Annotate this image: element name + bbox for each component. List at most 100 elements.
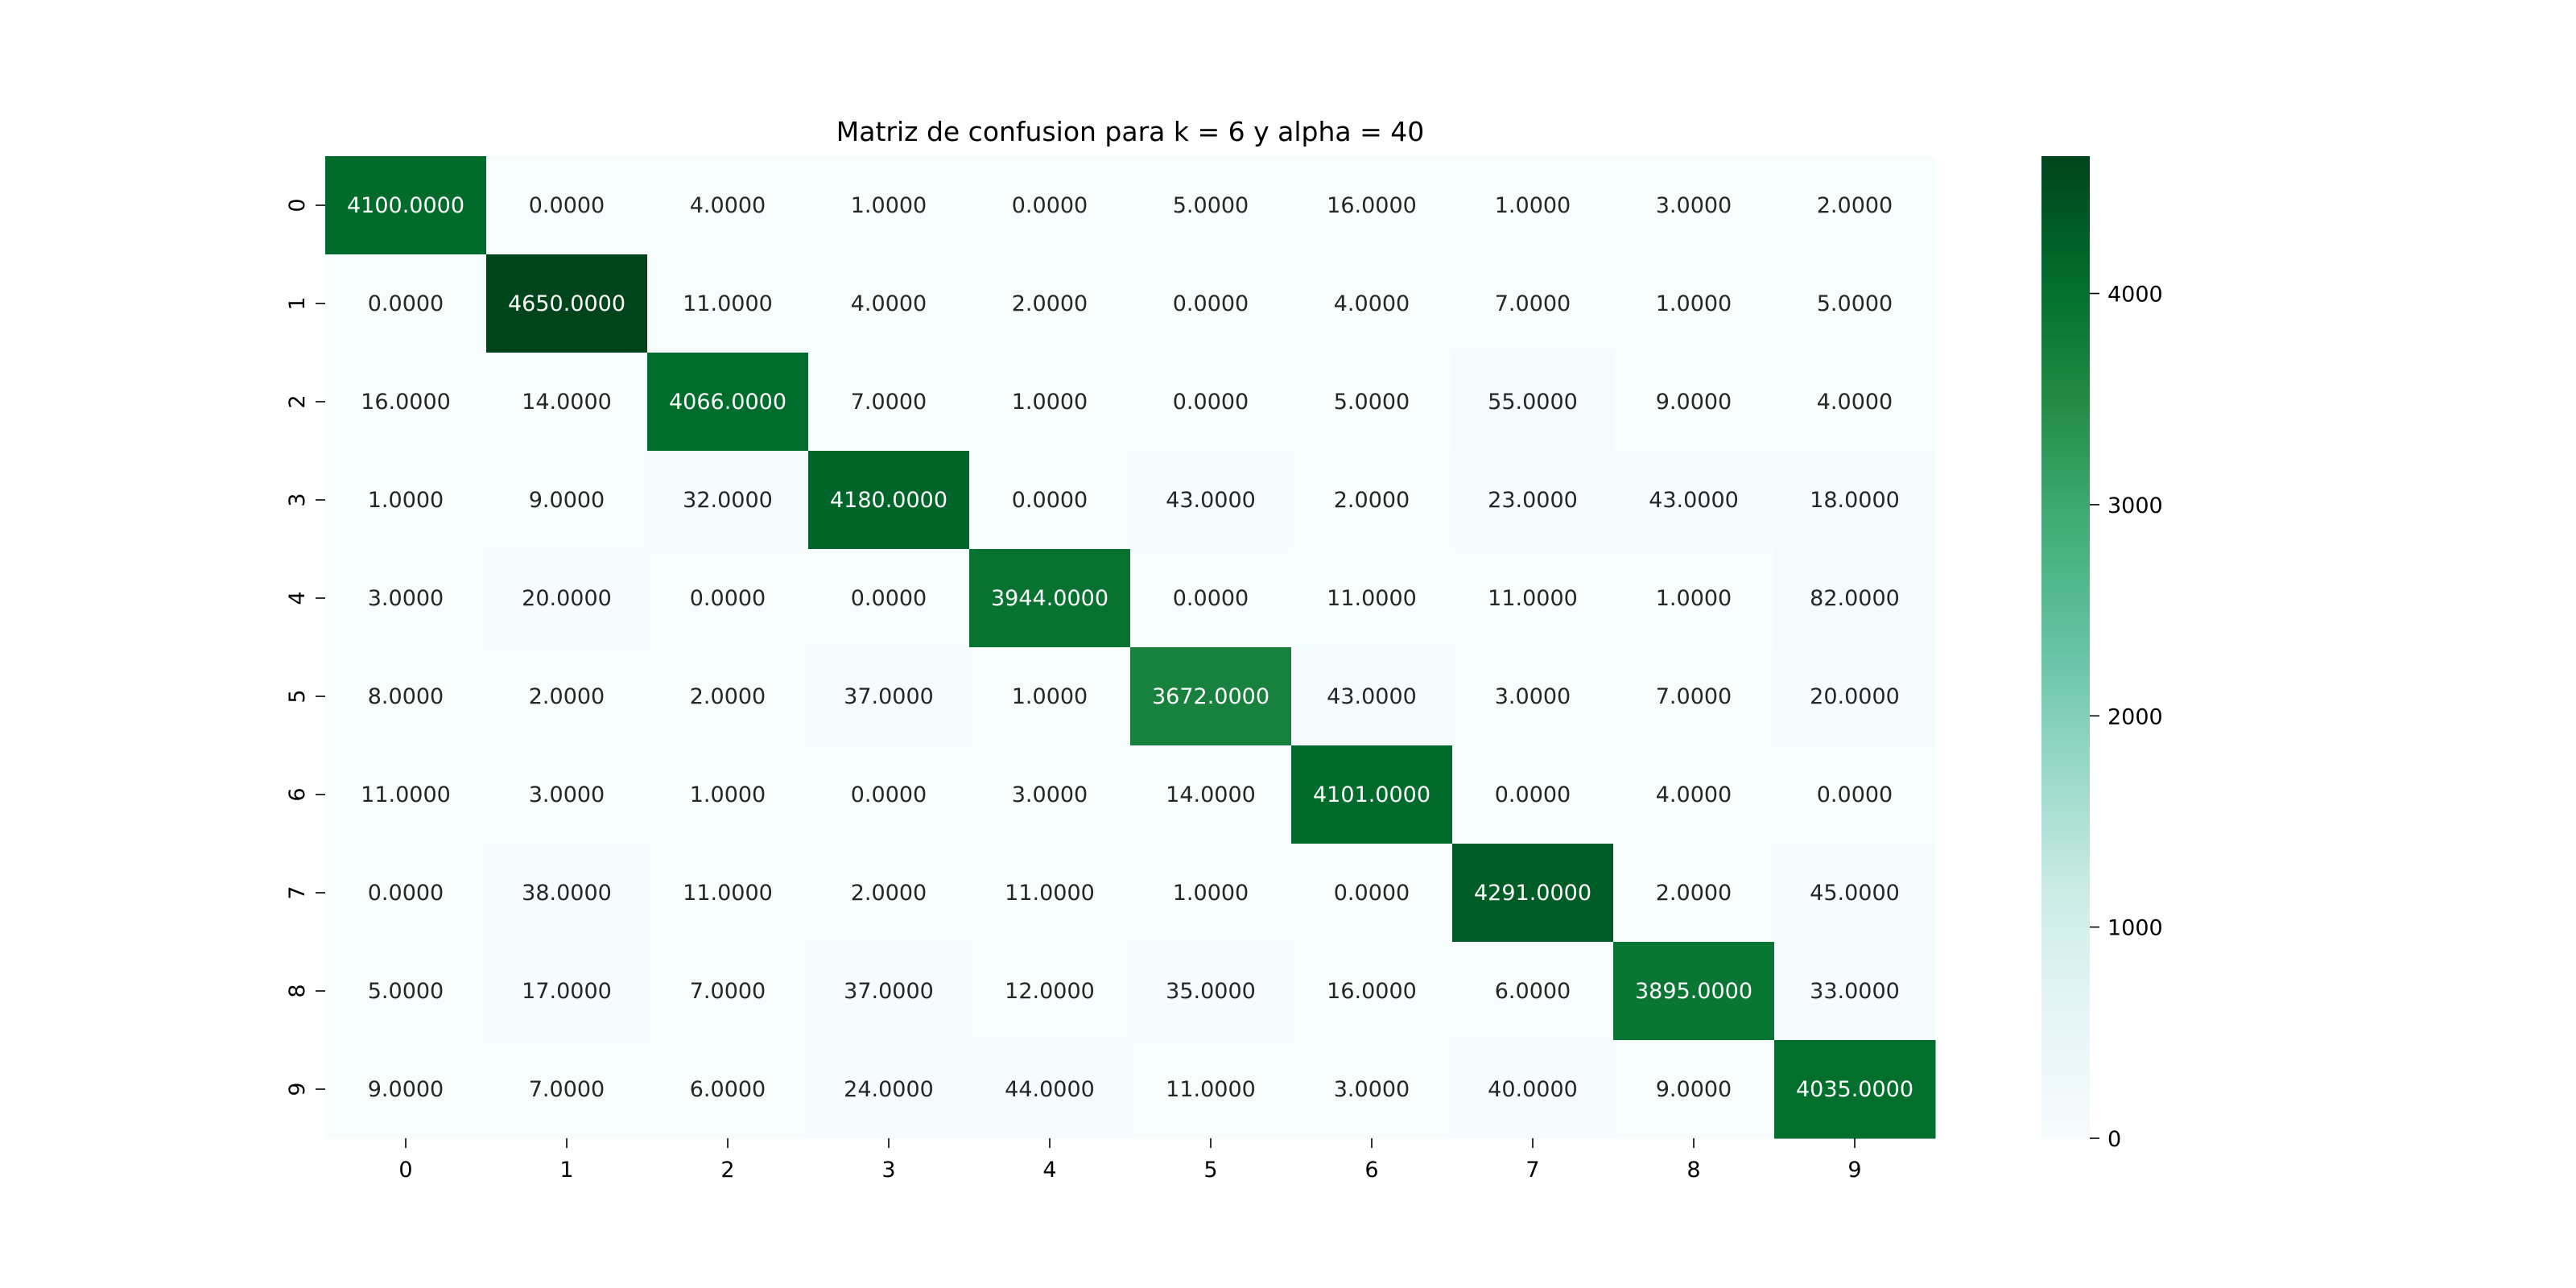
cell-label-r4-c6: 11.0000 <box>1327 586 1417 611</box>
cell-label-r7-c9: 45.0000 <box>1810 881 1900 906</box>
heatmap-cell-r4-c6 <box>1291 549 1453 648</box>
cell-label-r6-c2: 1.0000 <box>690 782 766 807</box>
heatmap-cell-r8-c6 <box>1291 942 1453 1041</box>
x-tick-label-5: 5 <box>1203 1158 1217 1183</box>
heatmap-cell-r5-c7 <box>1452 647 1614 746</box>
cell-label-r6-c1: 3.0000 <box>529 782 605 807</box>
heatmap-cell-r4-c1 <box>486 549 648 648</box>
heatmap-cell-r2-c1 <box>486 353 648 452</box>
cell-label-r8-c7: 6.0000 <box>1495 979 1571 1004</box>
cell-label-r9-c8: 9.0000 <box>1656 1077 1732 1102</box>
cell-label-r3-c6: 2.0000 <box>1334 488 1410 513</box>
cell-label-r3-c2: 32.0000 <box>683 488 773 513</box>
cell-label-r0-c2: 4.0000 <box>690 193 766 218</box>
cell-label-r1-c3: 4.0000 <box>851 291 927 316</box>
heatmap-cell-r1-c3 <box>808 254 970 353</box>
heatmap-cell-r6-c2 <box>647 745 809 844</box>
colorbar-tick-label-0: 0 <box>2107 1127 2121 1152</box>
cell-label-r7-c7: 4291.0000 <box>1474 881 1591 906</box>
heatmap-cell-r8-c9 <box>1774 942 1936 1041</box>
cell-label-r7-c2: 11.0000 <box>683 881 773 906</box>
heatmap-cell-r5-c8 <box>1613 647 1775 746</box>
heatmap-cell-r2-c3 <box>808 353 970 452</box>
colorbar: 0 1000 2000 3000 4000 <box>2041 156 2163 1152</box>
heatmap-cell-r6-c9 <box>1774 745 1936 844</box>
y-tick-label-8: 8 <box>285 984 310 997</box>
cell-label-r7-c6: 0.0000 <box>1334 881 1410 906</box>
heatmap-cell-r0-c7 <box>1452 156 1614 255</box>
cell-label-r3-c8: 43.0000 <box>1649 488 1739 513</box>
heatmap-cell-r5-c5 <box>1130 647 1292 746</box>
heatmap-cell-r6-c7 <box>1452 745 1614 844</box>
y-tick-label-7: 7 <box>285 886 310 899</box>
cell-label-r4-c4: 3944.0000 <box>991 586 1108 611</box>
heatmap-cell-r4-c2 <box>647 549 809 648</box>
heatmap-cell-r1-c0 <box>325 254 487 353</box>
heatmap-cell-r8-c3 <box>808 942 970 1041</box>
cell-label-r1-c2: 11.0000 <box>683 291 773 316</box>
x-tick-label-4: 4 <box>1042 1158 1056 1183</box>
cell-label-r9-c4: 44.0000 <box>1005 1077 1095 1102</box>
heatmap-cell-r3-c7 <box>1452 451 1614 550</box>
heatmap-cell-r0-c2 <box>647 156 809 255</box>
cell-label-r2-c2: 4066.0000 <box>669 390 786 415</box>
cell-label-r1-c5: 0.0000 <box>1173 291 1249 316</box>
y-axis-ticks: 0 1 2 3 4 5 6 7 8 9 <box>285 198 325 1096</box>
cell-label-r8-c9: 33.0000 <box>1810 979 1900 1004</box>
y-tick-label-0: 0 <box>285 198 310 212</box>
cell-label-r4-c7: 11.0000 <box>1488 586 1578 611</box>
cell-label-r1-c1: 4650.0000 <box>508 291 625 316</box>
heatmap-cell-r8-c0 <box>325 942 487 1041</box>
heatmap-cell-r3-c0 <box>325 451 487 550</box>
heatmap-cell-r8-c7 <box>1452 942 1614 1041</box>
heatmap-cell-r3-c4 <box>969 451 1131 550</box>
cell-label-r6-c0: 11.0000 <box>361 782 451 807</box>
x-tick-label-9: 9 <box>1847 1158 1861 1183</box>
heatmap-cell-r1-c2 <box>647 254 809 353</box>
colorbar-tick-label-2000: 2000 <box>2107 704 2163 729</box>
heatmap-cell-r9-c9 <box>1774 1040 1936 1139</box>
cell-label-r7-c0: 0.0000 <box>368 881 444 906</box>
heatmap-cell-r5-c9 <box>1774 647 1936 746</box>
cell-label-r2-c8: 9.0000 <box>1656 390 1732 415</box>
cell-label-r8-c1: 17.0000 <box>522 979 612 1004</box>
cell-label-r4-c8: 1.0000 <box>1656 586 1732 611</box>
cell-label-r1-c4: 2.0000 <box>1012 291 1088 316</box>
cell-label-r7-c4: 11.0000 <box>1005 881 1095 906</box>
cell-label-r2-c9: 4.0000 <box>1817 390 1893 415</box>
x-tick-label-2: 2 <box>720 1158 734 1183</box>
cell-label-r5-c0: 8.0000 <box>368 684 444 709</box>
y-tick-label-5: 5 <box>285 689 310 703</box>
heatmap-cell-r2-c9 <box>1774 353 1936 452</box>
heatmap-cell-r3-c5 <box>1130 451 1292 550</box>
cell-label-r1-c0: 0.0000 <box>368 291 444 316</box>
heatmap-cell-r0-c0 <box>325 156 487 255</box>
heatmap-cell-r1-c8 <box>1613 254 1775 353</box>
cell-label-r0-c4: 0.0000 <box>1012 193 1088 218</box>
heatmap-cell-r2-c8 <box>1613 353 1775 452</box>
x-tick-label-7: 7 <box>1525 1158 1539 1183</box>
cell-label-r8-c5: 35.0000 <box>1166 979 1256 1004</box>
cell-label-r5-c3: 37.0000 <box>844 684 934 709</box>
cell-label-r3-c3: 4180.0000 <box>830 488 947 513</box>
heatmap-cell-r3-c6 <box>1291 451 1453 550</box>
heatmap-cell-r3-c3 <box>808 451 970 550</box>
cell-label-r1-c9: 5.0000 <box>1817 291 1893 316</box>
heatmap-cell-r1-c6 <box>1291 254 1453 353</box>
heatmap-cell-r7-c2 <box>647 844 809 943</box>
cell-label-r5-c9: 20.0000 <box>1810 684 1900 709</box>
cell-label-r9-c3: 24.0000 <box>844 1077 934 1102</box>
cell-label-r9-c2: 6.0000 <box>690 1077 766 1102</box>
cell-label-r4-c5: 0.0000 <box>1173 586 1249 611</box>
heatmap-cell-r4-c7 <box>1452 549 1614 648</box>
heatmap-cell-r7-c6 <box>1291 844 1453 943</box>
heatmap-cell-r3-c8 <box>1613 451 1775 550</box>
x-tick-label-1: 1 <box>559 1158 573 1183</box>
x-tick-label-8: 8 <box>1686 1158 1700 1183</box>
heatmap-cell-r0-c8 <box>1613 156 1775 255</box>
cell-label-r2-c0: 16.0000 <box>361 390 451 415</box>
heatmap-cell-r2-c0 <box>325 353 487 452</box>
y-tick-label-2: 2 <box>285 394 310 408</box>
cell-label-r5-c8: 7.0000 <box>1656 684 1732 709</box>
